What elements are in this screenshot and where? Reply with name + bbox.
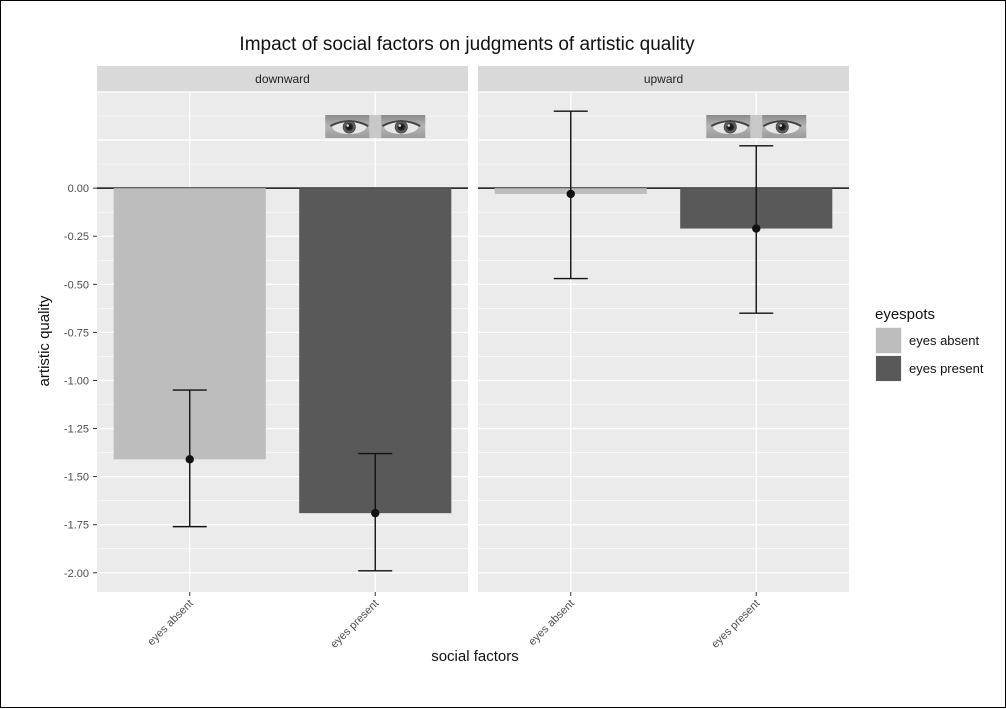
y-tick-label: -0.50 [64,279,89,291]
eye-lid [762,120,802,127]
eye-highlight [398,124,402,127]
eye-iris [775,120,789,134]
chart-title: Impact of social factors on judgments of… [239,34,695,55]
legend-swatch [876,356,901,381]
legend: eyespots eyes absent eyes present [875,306,984,382]
y-tick-label: -0.75 [64,327,89,339]
y-tick-label: -0.25 [64,231,89,243]
strip-label: upward [644,72,683,86]
eyes-image [706,115,807,138]
x-tick-label: eyes absent [145,598,195,648]
eye-iris [342,120,356,134]
y-tick-label: -1.75 [64,520,89,532]
mean-point [185,455,194,464]
mean-point [566,189,575,199]
nose-bridge [369,115,382,138]
strip-upward [478,66,849,92]
strip-downward [97,66,468,92]
panel-downward: downward [97,66,468,592]
y-tick-label: -1.50 [64,472,89,484]
facet-panels: downward upward [97,66,849,592]
panel-background [478,92,849,592]
eye-iris [723,120,737,134]
x-axis: eyes absent eyes present eyes absent eyes p… [145,592,762,651]
x-tick-label: eyes present [328,598,381,651]
eye-lid [381,120,421,127]
mean-point [371,508,380,518]
y-axis: 0.00 -0.25 -0.50 -0.75 -1.00 -1.25 -1.50 -1.75 -… [64,183,97,580]
y-tick-label: 0.00 [68,183,89,195]
legend-label: eyes present [909,361,984,376]
y-tick-label: -2.00 [64,568,89,580]
legend-title: eyespots [875,306,935,323]
nose-bridge [750,115,763,138]
eye-highlight [779,124,783,127]
y-tick-label: -1.25 [64,424,89,436]
eye-highlight [346,124,350,127]
x-tick-label: eyes present [709,598,762,651]
legend-label: eyes absent [909,333,979,348]
eye-highlight [727,124,731,127]
eye-lid [329,120,369,127]
y-tick-label: -1.00 [64,375,89,387]
x-axis-title: social factors [431,648,519,665]
legend-swatch [876,328,901,353]
y-axis-title: artistic quality [36,295,53,386]
panel-upward: upward [478,66,849,592]
eye-iris [394,120,408,134]
eyes-image [325,115,426,138]
strip-label: downward [255,72,310,86]
mean-point [752,224,761,233]
x-tick-label: eyes absent [526,598,576,648]
eye-lid [710,120,750,127]
